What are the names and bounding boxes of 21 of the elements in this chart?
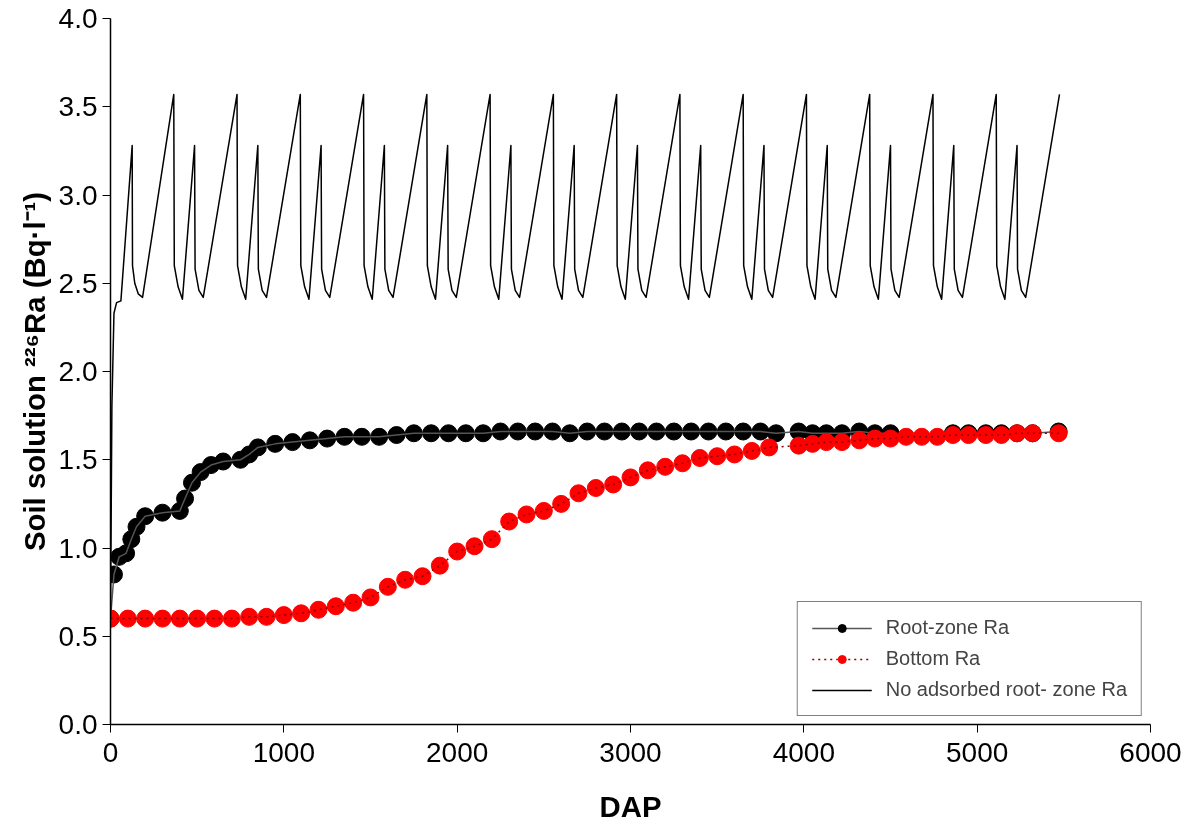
x-tick-label: 0 [102, 736, 119, 768]
x-axis-title: DAP [599, 789, 662, 823]
y-tick-label: 0.5 [58, 620, 98, 652]
y-tick-label: 0.0 [58, 709, 98, 740]
y-tick-label: 1.0 [58, 532, 98, 564]
x-tick-label: 6000 [1119, 736, 1182, 768]
y-tick-label: 2.5 [58, 267, 98, 299]
x-tick-label: 5000 [946, 736, 1009, 768]
legend-label: No adsorbed root- zone Ra [885, 678, 1127, 701]
x-tick-label: 4000 [772, 736, 835, 768]
x-tick-label: 3000 [599, 736, 662, 768]
x-tick-label: 2000 [426, 736, 489, 768]
y-tick-label: 1.5 [58, 444, 98, 476]
x-tick-label: 1000 [252, 736, 315, 768]
y-axis-title: Soil solution ²²⁶Ra (Bq·l⁻¹) [17, 191, 51, 552]
y-tick-label: 4.0 [58, 3, 98, 34]
legend-label: Bottom Ra [885, 647, 981, 670]
y-tick-label: 3.0 [58, 179, 98, 211]
y-tick-label: 3.5 [58, 91, 98, 123]
legend-label: Root-zone Ra [885, 616, 1010, 639]
y-tick-label: 2.0 [58, 356, 98, 387]
